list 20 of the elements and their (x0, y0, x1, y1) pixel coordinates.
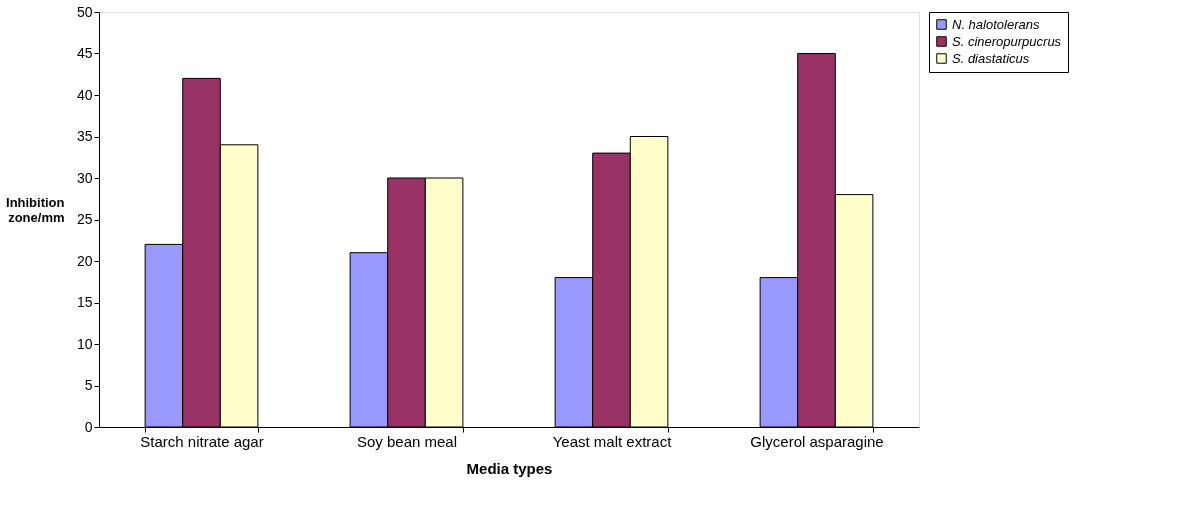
x-tick-label: Yeast malt extract (552, 432, 673, 450)
y-tick-label: 20 (76, 252, 93, 269)
y-axis-title: Inhibition zone/mm (6, 194, 65, 225)
x-axis-title: Media types (466, 459, 553, 477)
y-tick-label: 50 (76, 3, 93, 20)
y-tick-label: 40 (76, 86, 93, 103)
y-tick-label: 5 (84, 377, 93, 393)
legend-label: N. halotolerans (952, 16, 1040, 32)
y-tick-label: 10 (76, 335, 93, 352)
y-tick-label: 30 (76, 169, 93, 186)
y-tick-label: 15 (76, 294, 93, 310)
y-tick-label: 35 (76, 128, 93, 144)
x-tick-label: Soy bean meal (356, 432, 458, 450)
legend-label: S. cineropurpucrus (952, 33, 1062, 49)
legend-label: S. diastaticus (952, 50, 1030, 66)
y-tick-label: 0 (84, 418, 93, 435)
y-tick-label: 25 (76, 211, 93, 227)
x-tick-label: Glycerol asparagine (750, 432, 884, 450)
x-tick-label: Starch nitrate agar (140, 432, 264, 450)
y-tick-label: 45 (76, 45, 93, 61)
